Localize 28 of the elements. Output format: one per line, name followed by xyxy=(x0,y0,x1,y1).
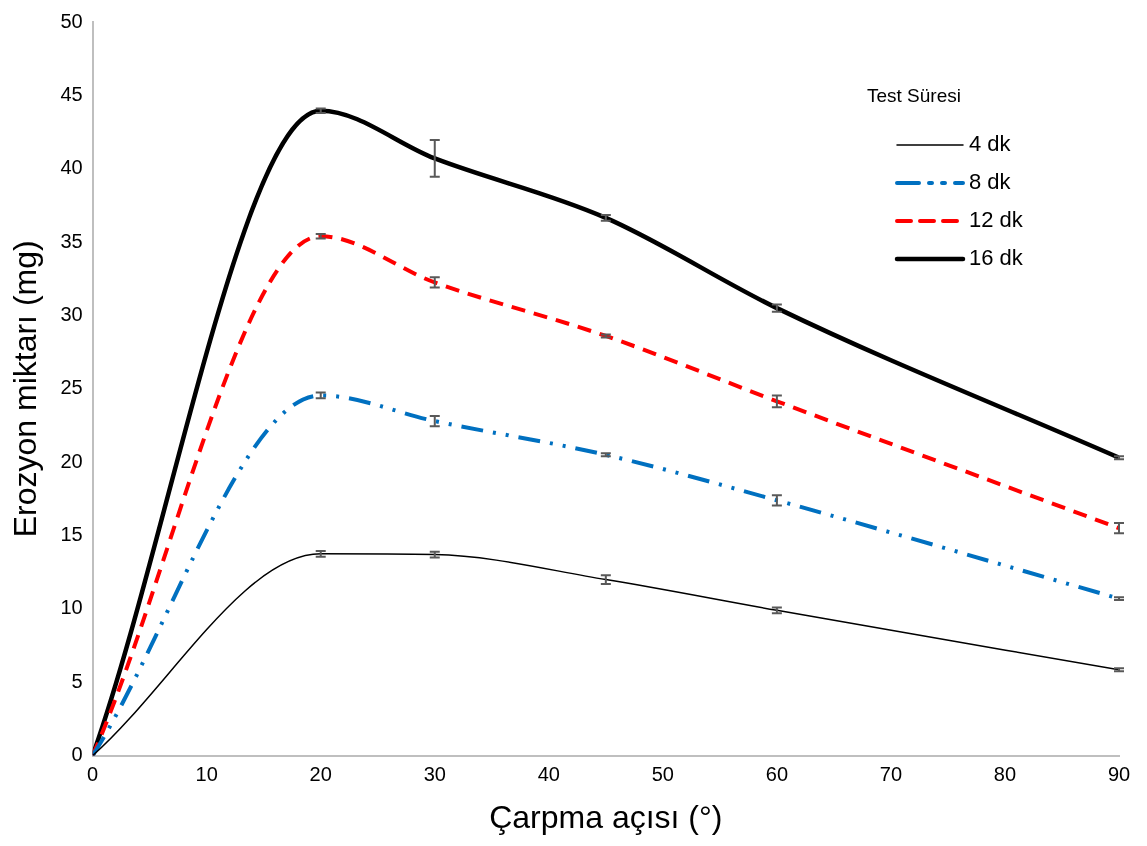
legend-label: 16 dk xyxy=(969,245,1024,271)
x-axis-title: Çarpma açısı (°) xyxy=(489,798,723,835)
y-tick-label: 20 xyxy=(60,449,83,472)
x-tick-label: 10 xyxy=(195,763,218,786)
y-tick-label: 10 xyxy=(60,596,83,619)
legend-label: 12 dk xyxy=(969,207,1024,233)
y-tick-label: 35 xyxy=(60,229,83,252)
x-tick-label: 90 xyxy=(1107,763,1131,786)
x-tick-label: 40 xyxy=(537,763,560,786)
y-tick-label: 25 xyxy=(60,376,83,399)
x-tick-label: 20 xyxy=(309,763,332,786)
y-tick-label: 30 xyxy=(60,302,83,325)
y-tick-label: 40 xyxy=(60,156,83,179)
x-tick-label: 70 xyxy=(879,763,903,786)
y-axis-title: Erozyon miktarı (mg) xyxy=(7,240,44,538)
x-tick-label: 80 xyxy=(993,763,1017,786)
y-tick-label: 45 xyxy=(60,82,83,105)
x-tick-label: 30 xyxy=(423,763,446,786)
x-tick-label: 60 xyxy=(765,763,789,786)
y-tick-label: 0 xyxy=(71,743,83,766)
x-tick-label: 0 xyxy=(87,763,99,786)
legend-title: Test Süresi xyxy=(867,85,961,107)
y-tick-label: 15 xyxy=(60,523,83,546)
y-tick-label: 50 xyxy=(60,9,83,32)
x-tick-label: 50 xyxy=(651,763,674,786)
legend-label: 8 dk xyxy=(969,169,1012,195)
y-tick-label: 5 xyxy=(71,669,83,692)
legend-label: 4 dk xyxy=(969,131,1012,157)
